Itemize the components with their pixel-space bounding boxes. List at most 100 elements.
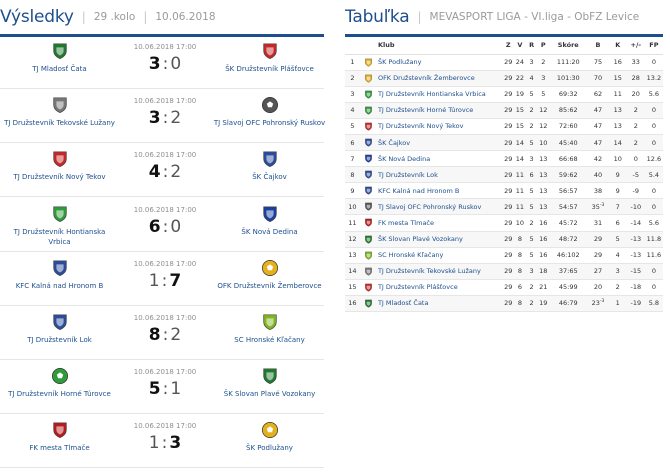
table-row[interactable]: 14 TJ Družstevník Tekovské Lužany 29 8 3 18 37…	[345, 263, 663, 280]
club-crest-icon	[365, 74, 373, 83]
away-team-name[interactable]: ŠK Slovan Plavé Vozokany	[223, 390, 316, 399]
losses: 3	[537, 70, 550, 87]
away-team-name[interactable]: SC Hronské Kľačany	[234, 336, 305, 344]
club-name[interactable]: TJ Družstevník Tekovské Lužany	[377, 263, 503, 280]
header-divider: |	[143, 10, 148, 24]
home-team[interactable]: TJ Mladosť Čata	[2, 37, 117, 89]
match-row[interactable]: TJ Družstevník Hontianska Vrbica 10.06.20…	[0, 200, 324, 252]
club-name[interactable]: TJ Slavoj OFC Pohronský Ruskov	[377, 198, 503, 216]
away-team[interactable]: ŠK Čajkov	[212, 145, 327, 197]
k-value: 4	[608, 247, 627, 264]
away-team[interactable]: ŠK Družstevník Plášťovce	[212, 37, 327, 89]
match-row[interactable]: TJ Družstevník Tekovské Lužany 10.06.2018…	[0, 91, 327, 144]
table-row[interactable]: 8 TJ Družstevník Lok 29 11 6 13 59:62 40 9 -5 5.4	[345, 166, 663, 184]
fair-play: 11.8	[644, 231, 663, 248]
match-row[interactable]: TJ Družstevník Horné Túrovce 10.06.2018 1…	[0, 362, 327, 415]
away-team[interactable]: SC Hronské Kľačany	[212, 308, 327, 360]
goal-score: 72:60	[549, 118, 588, 135]
home-team-name[interactable]: TJ Družstevník Horné Túrovce	[8, 390, 111, 399]
table-row[interactable]: 2 OFK Družstevník Žemberovce 29 22 4 3 101:30 7…	[345, 70, 663, 87]
match-score[interactable]: 8:2	[116, 325, 214, 345]
match-score[interactable]: 3:0	[116, 54, 214, 74]
club-name[interactable]: FK mesta Tlmače	[377, 214, 503, 232]
table-row[interactable]: 15 TJ Družstevník Plášťovce 29 6 2 21 45:99 20 2…	[345, 279, 663, 296]
home-team[interactable]: FK mesta Tlmače	[2, 416, 117, 468]
match-row[interactable]: TJ Mladosť Čata 10.06.2018 17:00 3:0 ŠK Dru…	[0, 37, 324, 89]
fair-play: 13.2	[644, 70, 663, 87]
home-team-name[interactable]: KFC Kalná nad Hronom B	[15, 281, 104, 290]
played: 29	[502, 150, 515, 168]
table-row[interactable]: 3 TJ Družstevník Hontianska Vrbica 29 19 5 5 6…	[345, 86, 663, 103]
table-row[interactable]: 5 TJ Družstevník Nový Tekov 29 15 2 12 72:60 47…	[345, 118, 663, 135]
table-row[interactable]: 12 ŠK Slovan Plavé Vozokany 29 8 5 16 48:72 29 5…	[345, 231, 663, 248]
away-team[interactable]: ŠK Nová Dedina	[212, 200, 327, 252]
club-name[interactable]: TJ Mladosť Čata	[377, 295, 503, 313]
club-name[interactable]: ŠK Slovan Plavé Vozokany	[377, 231, 503, 248]
home-team-crest-icon	[51, 368, 68, 385]
draws: 2	[525, 279, 538, 296]
score-separator: :	[162, 108, 169, 129]
match-score[interactable]: 5:1	[116, 379, 214, 399]
away-team[interactable]: TJ Slavoj OFC Pohronský Ruskov	[212, 91, 327, 143]
table-row[interactable]: 13 SC Hronské Kľačany 29 8 5 16 46:102 29 4 -13 11…	[345, 247, 663, 264]
away-team-name[interactable]: ŠK Čajkov	[252, 173, 287, 182]
home-team-name[interactable]: TJ Družstevník Nový Tekov	[13, 173, 106, 182]
home-team[interactable]: KFC Kalná nad Hronom B	[2, 254, 117, 306]
table-row[interactable]: 1 ŠK Podlužany 29 24 3 2 111:20 75 16 33 0	[345, 54, 663, 71]
table-row[interactable]: 10 TJ Slavoj OFC Pohronský Ruskov 29 11 5 13 5…	[345, 198, 663, 216]
score-separator: :	[162, 325, 169, 345]
match-score[interactable]: 1:7	[116, 271, 214, 291]
club-name[interactable]: ŠK Podlužany	[377, 54, 503, 71]
home-team[interactable]: TJ Družstevník Horné Túrovce	[2, 362, 117, 414]
home-team-name[interactable]: TJ Družstevník Tekovské Lužany	[4, 119, 115, 128]
club-name[interactable]: OFK Družstevník Žemberovce	[377, 70, 503, 87]
table-row[interactable]: 9 KFC Kalná nad Hronom B 29 11 5 13 56:57 38 9 -9…	[345, 182, 663, 200]
club-name[interactable]: TJ Družstevník Lok	[377, 166, 503, 184]
away-team[interactable]: ŠK Slovan Plavé Vozokany	[212, 362, 327, 414]
club-crest-icon	[365, 187, 373, 195]
wins: 8	[514, 295, 526, 313]
home-team[interactable]: TJ Družstevník Lok	[2, 308, 117, 360]
home-team[interactable]: TJ Družstevník Nový Tekov	[2, 145, 117, 197]
home-team-name[interactable]: TJ Mladosť Čata	[32, 65, 87, 73]
match-row[interactable]: TJ Družstevník Lok 10.06.2018 17:00 8:2 SC …	[0, 308, 324, 360]
home-team-name[interactable]: TJ Družstevník Hontianska Vrbica	[13, 227, 106, 246]
match-score[interactable]: 3:2	[116, 108, 214, 128]
match-score[interactable]: 4:2	[116, 162, 214, 182]
home-team-name[interactable]: TJ Družstevník Lok	[27, 336, 92, 344]
table-row[interactable]: 16 TJ Mladosť Čata 29 8 2 19 46:79 23-3 1 -19 5.8	[345, 295, 663, 313]
club-name[interactable]: TJ Družstevník Hontianska Vrbica	[377, 86, 503, 103]
match-score[interactable]: 1:3	[116, 433, 214, 453]
home-team[interactable]: TJ Družstevník Tekovské Lužany	[2, 91, 117, 143]
table-row[interactable]: 4 TJ Družstevník Horné Túrovce 29 15 2 12 85:6…	[345, 102, 663, 119]
away-team[interactable]: ŠK Podlužany	[212, 416, 327, 468]
away-team-name[interactable]: ŠK Družstevník Plášťovce	[225, 65, 314, 73]
away-team-name[interactable]: TJ Slavoj OFC Pohronský Ruskov	[213, 119, 326, 128]
club-name[interactable]: KFC Kalná nad Hronom B	[377, 182, 503, 200]
table-row[interactable]: 7 ŠK Nová Dedina 29 14 3 13 66:68 42 10 0 12.6	[345, 150, 663, 168]
club-name[interactable]: TJ Družstevník Horné Túrovce	[377, 102, 503, 119]
away-team-name[interactable]: OFK Družstevník Žemberovce	[217, 281, 322, 290]
club-name[interactable]: ŠK Čajkov	[377, 134, 503, 152]
table-row[interactable]: 6 ŠK Čajkov 29 14 5 10 45:40 47 14 2 0	[345, 134, 663, 152]
round-label[interactable]: 29 .kolo	[93, 11, 136, 23]
home-team-name[interactable]: FK mesta Tlmače	[29, 444, 90, 453]
away-team-name[interactable]: ŠK Nová Dedina	[241, 227, 298, 236]
club-name[interactable]: ŠK Nová Dedina	[377, 150, 503, 168]
points: 29	[593, 251, 603, 260]
col-position	[345, 37, 360, 55]
club-name[interactable]: TJ Družstevník Plášťovce	[377, 279, 503, 296]
club-crest-icon	[365, 170, 373, 179]
match-score[interactable]: 6:0	[116, 217, 214, 237]
away-team-name[interactable]: ŠK Podlužany	[246, 444, 293, 453]
away-team[interactable]: OFK Družstevník Žemberovce	[212, 254, 327, 306]
home-team[interactable]: TJ Družstevník Hontianska Vrbica	[2, 200, 117, 252]
match-row[interactable]: TJ Družstevník Nový Tekov 10.06.2018 17:0…	[0, 145, 327, 198]
match-row[interactable]: FK mesta Tlmače 10.06.2018 17:00 1:3 ŠK Pod…	[0, 416, 327, 469]
wins: 14	[514, 150, 526, 168]
match-row[interactable]: KFC Kalná nad Hronom B 10.06.2018 17:00 1:…	[0, 254, 324, 306]
club-name[interactable]: SC Hronské Kľačany	[377, 247, 503, 264]
club-name[interactable]: TJ Družstevník Nový Tekov	[377, 118, 503, 135]
league-name[interactable]: MEVASPORT LIGA - VI.liga - ObFZ Levice	[429, 11, 640, 23]
table-row[interactable]: 11 FK mesta Tlmače 29 10 2 16 45:72 31 6 -14 5.6	[345, 214, 663, 232]
